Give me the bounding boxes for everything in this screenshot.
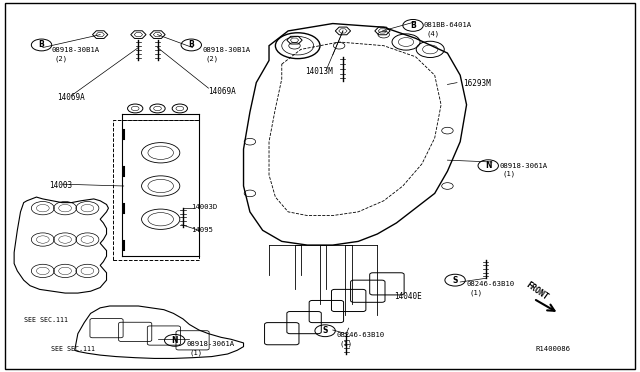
Text: 14003D: 14003D: [191, 205, 218, 211]
Text: B: B: [188, 41, 194, 49]
Text: 14003: 14003: [49, 181, 72, 190]
Text: (2): (2): [205, 55, 218, 62]
Text: 08246-63B10: 08246-63B10: [337, 332, 385, 338]
Text: FRONT: FRONT: [524, 280, 550, 302]
Text: 08918-3061A: 08918-3061A: [186, 341, 234, 347]
Text: B: B: [410, 21, 416, 30]
Text: N: N: [172, 336, 178, 345]
Text: N: N: [485, 161, 492, 170]
Text: 08246-63B10: 08246-63B10: [467, 281, 515, 287]
Text: 14013M: 14013M: [305, 67, 332, 76]
Text: B: B: [38, 41, 44, 49]
Text: (1): (1): [340, 340, 353, 347]
Text: S: S: [452, 276, 458, 285]
Text: 14069A: 14069A: [209, 87, 236, 96]
Text: 16293M: 16293M: [463, 79, 491, 88]
Text: SEE SEC.111: SEE SEC.111: [51, 346, 95, 352]
Text: (2): (2): [54, 55, 67, 62]
Text: 081BB-6401A: 081BB-6401A: [423, 22, 471, 28]
Text: (1): (1): [503, 171, 516, 177]
Text: 14095: 14095: [191, 227, 213, 232]
Text: S: S: [323, 326, 328, 335]
Text: 08918-30B1A: 08918-30B1A: [51, 47, 99, 53]
Text: 14069A: 14069A: [58, 93, 85, 102]
Text: (1): (1): [189, 350, 202, 356]
Text: 08918-3061A: 08918-3061A: [500, 163, 548, 169]
Text: 14040E: 14040E: [394, 292, 422, 301]
Text: R1400086: R1400086: [536, 346, 570, 352]
Text: (4): (4): [426, 31, 440, 37]
Text: (1): (1): [470, 289, 483, 296]
FancyBboxPatch shape: [113, 119, 199, 260]
Text: 08918-30B1A: 08918-30B1A: [202, 47, 250, 53]
Text: SEE SEC.111: SEE SEC.111: [24, 317, 68, 323]
